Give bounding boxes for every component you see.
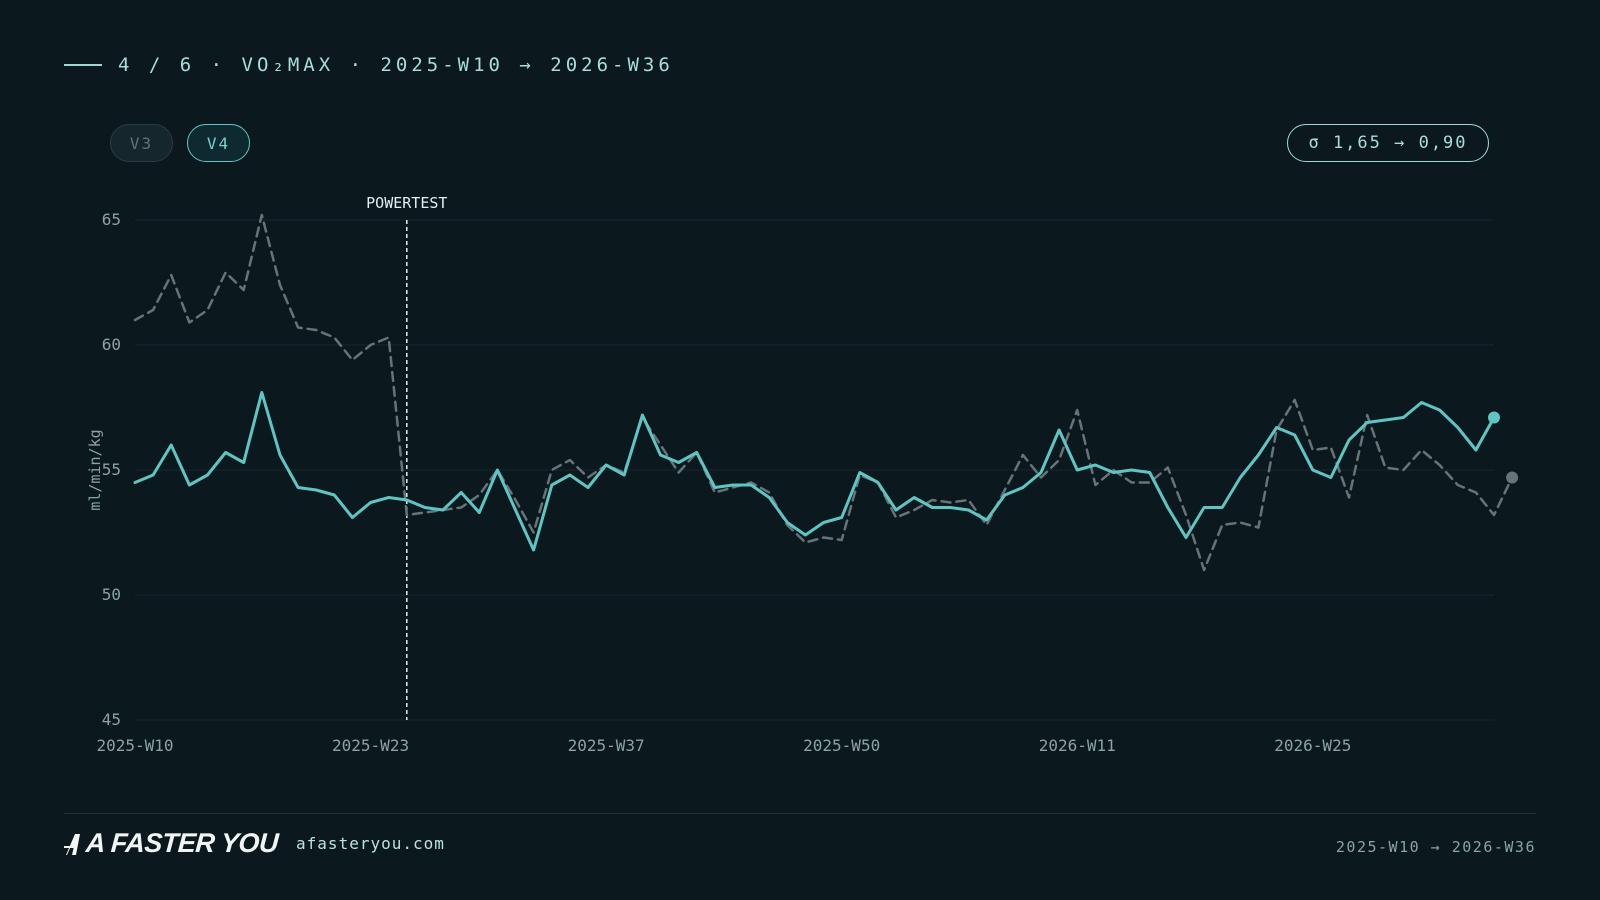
y-tick-label: 60 — [102, 335, 121, 354]
page-title: 4 / 6 · VO₂MAX · 2025-W10 → 2026-W36 — [118, 54, 674, 76]
series-endpoint-v3 — [1506, 471, 1519, 484]
series-layer — [133, 213, 1519, 572]
series-endpoint-v4 — [1488, 411, 1500, 424]
x-tick-label: 2026-W25 — [1274, 736, 1351, 755]
x-tick-label: 2025-W23 — [332, 736, 409, 755]
grid-layer — [135, 219, 1494, 721]
brand-url[interactable]: afasteryou.com — [296, 834, 445, 853]
x-tick-label: 2025-W10 — [96, 736, 173, 755]
y-tick-label: 65 — [102, 210, 121, 229]
axis-layer: 45 50 55 60 65 2025-W10 2025-W23 2025-W37 2025-W… — [96, 210, 1351, 755]
y-tick-label: 45 — [102, 710, 121, 729]
powertest-annotation-label: POWERTEST — [366, 194, 447, 212]
brand-logo: A FASTER YOU — [64, 828, 280, 859]
x-tick-label: 2025-W50 — [803, 736, 880, 755]
sigma-badge: σ 1,65 → 0,90 — [1287, 124, 1489, 162]
y-axis-label: ml/min/kg — [86, 429, 104, 510]
series-line-v3 — [133, 213, 1514, 572]
header-rule — [64, 64, 102, 66]
series-line-v4 — [133, 391, 1496, 552]
footer-date-range: 2025-W10 → 2026-W36 — [1335, 838, 1536, 856]
annotation-layer: POWERTEST — [366, 194, 447, 720]
toggle-v3-button[interactable]: V3 — [110, 124, 173, 162]
brand-mark-icon — [64, 833, 80, 855]
y-tick-label: 50 — [102, 585, 121, 604]
toggle-v4-button[interactable]: V4 — [187, 124, 250, 162]
y-tick-label: 55 — [102, 460, 121, 479]
footer-divider — [64, 813, 1536, 814]
brand-name: A FASTER YOU — [84, 828, 280, 858]
x-tick-label: 2025-W37 — [568, 736, 645, 755]
chart-header: 4 / 6 · VO₂MAX · 2025-W10 → 2026-W36 — [64, 52, 674, 78]
x-tick-label: 2026-W11 — [1039, 736, 1116, 755]
brand: A FASTER YOU afasteryou.com — [64, 828, 445, 859]
